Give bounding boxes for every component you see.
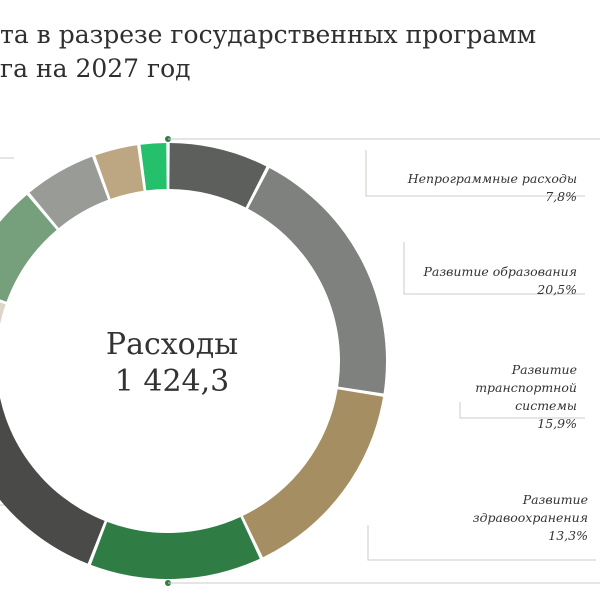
label-развитие-здравоохранения: Развитие здравоохранения 13,3% [473,492,588,543]
connector-развитие-образования [403,242,585,295]
center-label: Расходы [106,327,238,362]
bracket-frame [168,138,600,584]
label-value: 20,5% [536,282,577,297]
slice-other-8 [95,145,144,199]
slice-other-4 [0,397,105,564]
label-text: Развитие [522,492,588,507]
label-непрограммные-расходы: Непрограммные расходы 7,8% [407,171,577,204]
connector-непрограммные-расходы [365,150,585,197]
center-value: 1 424,3 [115,364,230,399]
slice-other-7 [29,156,109,229]
slice-развитие-образования [248,168,386,394]
chart-title: та в разрезе государственных программ га… [0,18,600,86]
label-text: Непрограммные расходы [407,171,577,186]
label-text: здравоохранения [473,510,588,525]
slice-labels: Непрограммные расходы 7,8% Развитие образо… [407,171,588,543]
donut-slices [0,143,386,579]
label-развитие-транспортной-системы: Развитие транспортной системы 15,9% [475,362,577,431]
label-text: Развитие [511,362,577,377]
label-value: 15,9% [537,416,577,431]
slice-развитие-здравоохранения [90,516,260,579]
slice-other-9 [140,143,167,191]
label-развитие-образования: Развитие образования 20,5% [422,264,577,297]
slice-непрограммные-расходы [169,143,267,208]
chart-title-line-1: та в разрезе государственных программ [0,20,537,49]
slice-развитие-транспортной-системы [242,389,384,558]
connector-развитие-транспортной-системы [459,402,585,419]
slice-other-5 [0,302,6,325]
slice-other-6 [0,194,57,302]
connector-развитие-здравоохранения [367,525,596,561]
label-text: системы [515,398,577,413]
label-text: Развитие образования [422,264,577,279]
label-text: транспортной [475,380,577,395]
label-value: 13,3% [548,528,588,543]
label-value: 7,8% [545,189,577,204]
chart-title-line-2: га на 2027 год [0,54,191,83]
